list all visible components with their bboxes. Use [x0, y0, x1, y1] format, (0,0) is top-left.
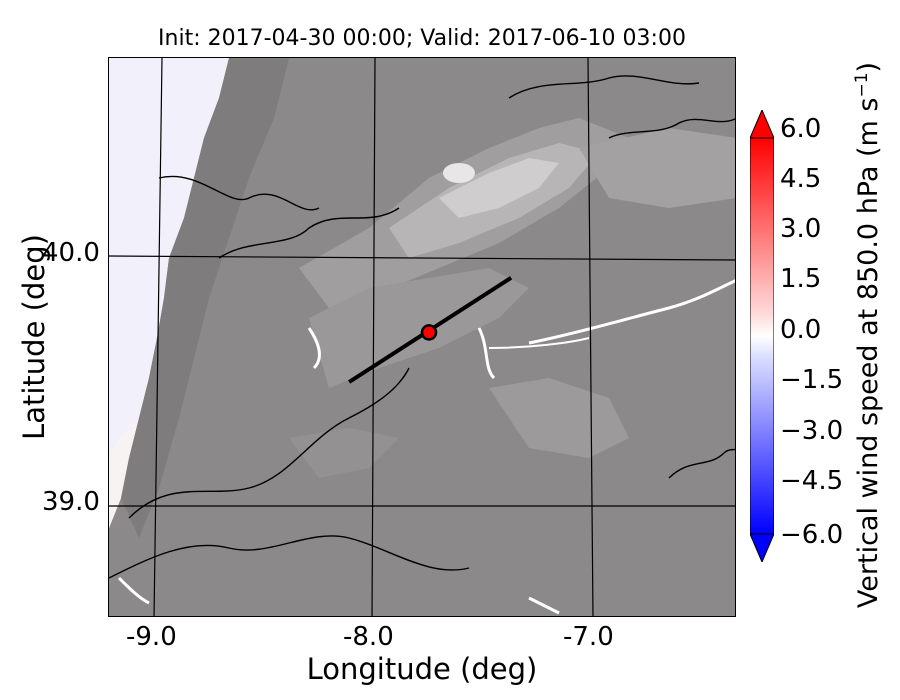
y-tick-label: 39.0 — [42, 487, 100, 517]
ridge-east — [579, 128, 735, 208]
coastal-band — [121, 58, 289, 538]
colorbar-gradient — [750, 137, 774, 535]
meridian-7 — [587, 58, 594, 616]
x-axis-label: Longitude (deg) — [306, 652, 538, 686]
y-axis-label: Latitude (deg) — [17, 234, 51, 440]
contour-line-1 — [158, 175, 320, 211]
colorbar-min-arrow — [750, 533, 774, 562]
colorbar-title-close: ) — [853, 61, 884, 73]
plot-title: Init: 2017-04-30 00:00; Valid: 2017-06-1… — [158, 26, 686, 51]
colorbar-max-arrow — [750, 110, 774, 139]
cross-section-marker — [420, 324, 438, 341]
river-5 — [117, 576, 150, 605]
ridge-3 — [439, 158, 559, 218]
river-3 — [528, 279, 735, 345]
colorbar-tick-label: −6.0 — [780, 520, 844, 550]
colorbar-tick-label: 3.0 — [780, 214, 822, 244]
hill-zone — [489, 378, 629, 458]
x-tick-label: -9.0 — [126, 622, 177, 652]
ridge-peak — [443, 163, 475, 183]
meridian-8 — [371, 58, 376, 616]
colorbar-tick-label: 6.0 — [780, 114, 822, 144]
colorbar-tick-label: −1.5 — [780, 365, 844, 395]
colorbar-title: Vertical wind speed at 850.0 hPa (m s−1) — [852, 62, 884, 608]
colorbar-tick-label: −4.5 — [780, 466, 844, 496]
colorbar-title-exponent: −1 — [852, 72, 872, 98]
contour-line-5 — [508, 75, 700, 99]
contour-line-6 — [608, 118, 735, 139]
ocean-area — [109, 58, 229, 528]
colorbar-title-main: Vertical wind speed at 850.0 hPa (m s — [853, 97, 884, 609]
river-6 — [528, 596, 560, 615]
colorbar-tick-label: 1.5 — [780, 264, 822, 294]
x-tick-label: -7.0 — [563, 622, 614, 652]
ocean-edge — [109, 418, 139, 528]
y-tick-label: 40.0 — [42, 238, 100, 268]
colorbar-tick-label: −3.0 — [780, 416, 844, 446]
terrain-map — [109, 58, 735, 616]
colorbar-tick-label: 0.0 — [780, 315, 822, 345]
contour-line-7 — [668, 448, 735, 479]
contour-line-3 — [128, 367, 410, 519]
river-2 — [477, 327, 496, 380]
meridian-9 — [153, 58, 163, 616]
contour-line-2 — [218, 207, 400, 259]
map-panel — [108, 57, 736, 617]
colorbar — [750, 110, 774, 562]
parallel-40 — [109, 255, 735, 261]
colorbar-tick-label: 4.5 — [780, 164, 822, 194]
contour-line-4 — [109, 535, 470, 579]
x-tick-label: -8.0 — [343, 622, 394, 652]
river-4 — [488, 337, 590, 349]
river-1 — [307, 327, 321, 370]
valley-zone — [309, 268, 529, 388]
